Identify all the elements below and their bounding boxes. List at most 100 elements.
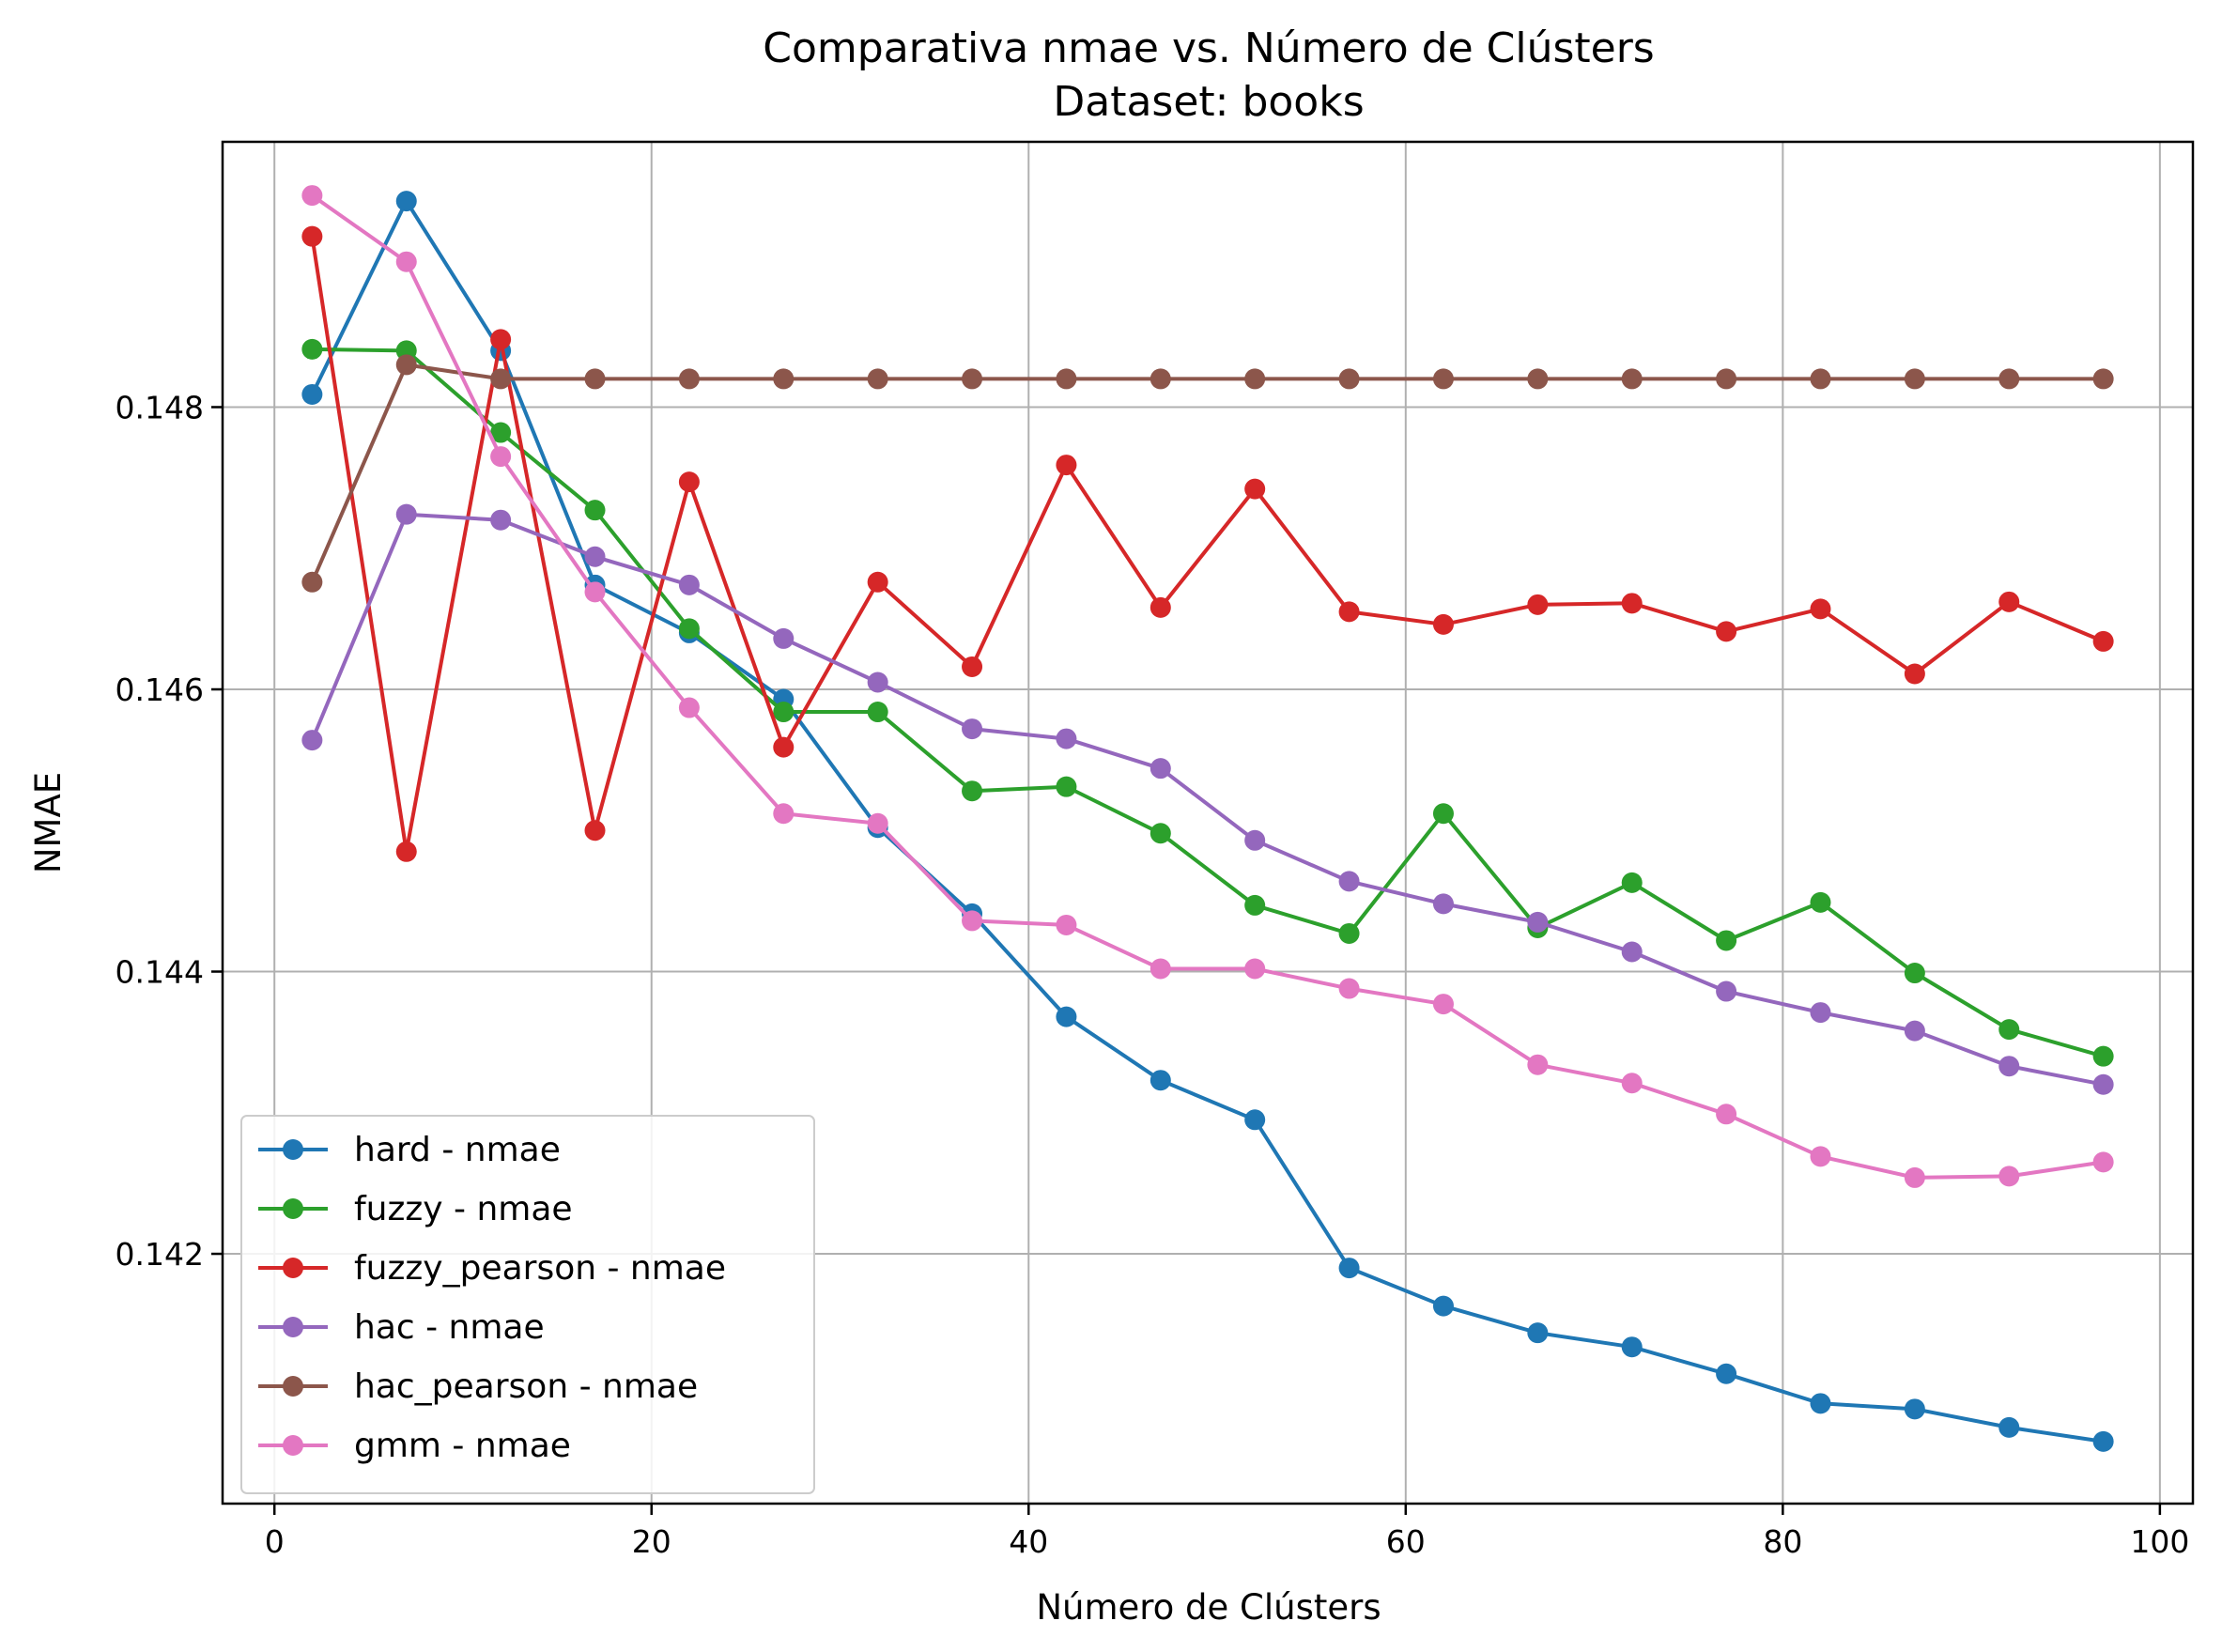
data-point (395, 191, 417, 212)
data-point (1998, 1416, 2020, 1438)
data-point (1244, 1109, 1266, 1131)
legend-item: hac_pearson - nmae (258, 1367, 698, 1406)
data-point (1244, 829, 1266, 851)
data-point (301, 730, 323, 751)
data-point (490, 368, 512, 390)
legend-label: fuzzy_pearson - nmae (354, 1249, 726, 1288)
series-line (311, 193, 2104, 1180)
data-point (1998, 591, 2020, 612)
data-point (1527, 594, 1549, 615)
data-point (1056, 776, 1077, 797)
data-point (395, 251, 417, 272)
data-point (1432, 994, 1454, 1015)
data-point (1998, 1019, 2020, 1041)
data-point (867, 702, 888, 723)
legend-item: hac - nmae (258, 1308, 545, 1347)
data-point (1904, 1020, 1925, 1042)
y-tick-label: 0.148 (116, 389, 204, 425)
data-point (1621, 872, 1643, 893)
y-tick-label: 0.142 (116, 1236, 204, 1273)
legend-marker (283, 1198, 303, 1219)
data-point (1150, 1070, 1171, 1091)
data-point (1244, 368, 1266, 390)
x-tick-label: 60 (1386, 1523, 1426, 1560)
data-point (1527, 368, 1549, 390)
data-point (1621, 368, 1643, 390)
legend-item: fuzzy - nmae (258, 1190, 573, 1228)
data-point (1150, 958, 1171, 980)
data-point (301, 338, 323, 360)
x-tick-label: 20 (632, 1523, 671, 1560)
data-point (1904, 1398, 1925, 1420)
data-point (584, 581, 606, 603)
data-point (1810, 1393, 1831, 1414)
data-point (395, 503, 417, 525)
series-hac-pearson-nmae (301, 354, 2114, 593)
data-point (490, 329, 512, 350)
data-point (1150, 823, 1171, 844)
data-point (867, 672, 888, 693)
data-point (584, 820, 606, 841)
data-point (1904, 368, 1925, 390)
series-fuzzy-pearson-nmae (301, 225, 2114, 862)
x-tick-label: 40 (1009, 1523, 1048, 1560)
data-point (1432, 1295, 1454, 1317)
data-point (1716, 1104, 1737, 1125)
x-tick-label: 100 (2130, 1523, 2189, 1560)
data-point (301, 225, 323, 247)
data-point (1998, 368, 2020, 390)
legend-box (240, 1115, 815, 1494)
data-point (1338, 871, 1360, 892)
data-point (1150, 368, 1171, 390)
data-point (395, 354, 417, 376)
data-point (1810, 598, 1831, 620)
data-point (1244, 894, 1266, 916)
y-axis: 0.142 0.144 0.146 0.148 (116, 389, 223, 1273)
data-point (2092, 1151, 2114, 1173)
plot-frame (221, 140, 2195, 1505)
data-point (1810, 1002, 1831, 1024)
data-point (1527, 1054, 1549, 1075)
x-tick-label: 0 (265, 1523, 285, 1560)
data-point (678, 368, 700, 390)
data-point (773, 627, 795, 649)
data-point (1527, 911, 1549, 933)
data-point (1621, 941, 1643, 963)
data-point (867, 812, 888, 834)
data-point (867, 368, 888, 390)
data-point (301, 571, 323, 593)
legend-marker (283, 1317, 303, 1337)
data-point (1338, 601, 1360, 623)
data-point (1998, 1056, 2020, 1077)
data-point (1338, 368, 1360, 390)
data-point (1150, 758, 1171, 780)
data-point (1432, 893, 1454, 915)
data-point (584, 500, 606, 521)
data-point (301, 383, 323, 405)
series-line (312, 347, 2105, 1058)
legend-marker (283, 1376, 303, 1397)
series-line (310, 199, 2104, 1444)
legend-label: hard - nmae (354, 1131, 561, 1169)
data-point (773, 803, 795, 825)
series-line (310, 236, 2105, 854)
legend-label: hac_pearson - nmae (354, 1367, 698, 1406)
data-point (1338, 922, 1360, 944)
legend-marker (283, 1139, 303, 1160)
x-tick-label: 80 (1763, 1523, 1802, 1560)
data-point (1056, 455, 1077, 476)
series-hac-nmae (301, 503, 2114, 1095)
data-point (1056, 1006, 1077, 1027)
data-point (1150, 596, 1171, 618)
data-point (490, 509, 512, 531)
data-point (962, 780, 983, 802)
legend-label: gmm - nmae (354, 1427, 571, 1465)
data-point (1810, 891, 1831, 913)
data-point (1716, 1363, 1737, 1384)
data-point (678, 574, 700, 595)
data-point (1621, 593, 1643, 614)
data-point (1338, 978, 1360, 999)
data-point (2092, 1073, 2114, 1095)
series-layer (301, 185, 2114, 1452)
